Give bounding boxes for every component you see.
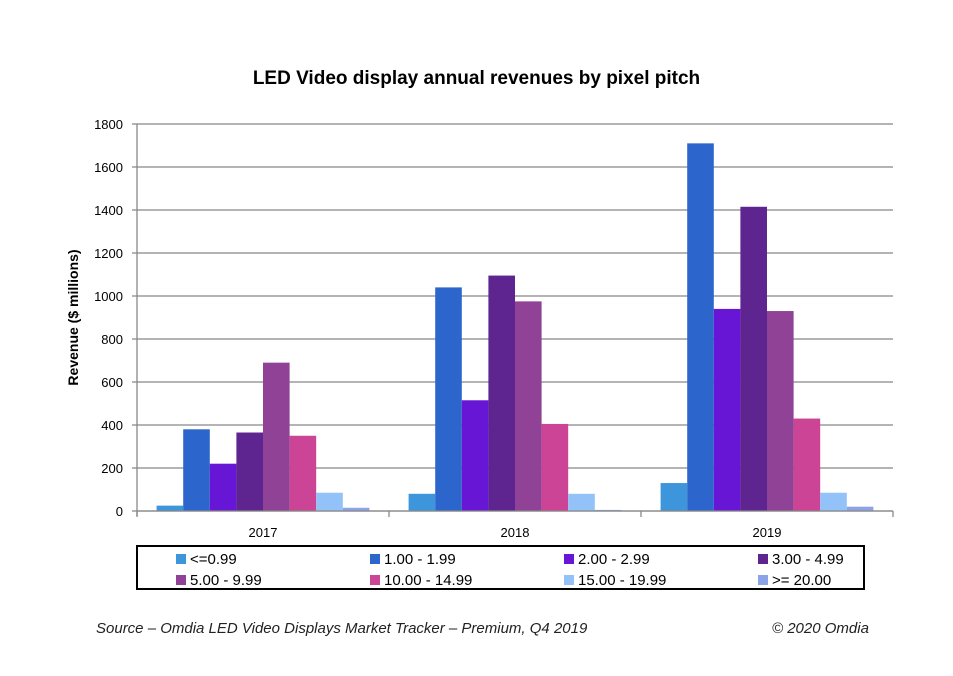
y-tick-label: 0 — [116, 504, 123, 519]
bar-2019-6 — [820, 492, 847, 511]
legend-swatch — [370, 554, 380, 564]
legend-item: 15.00 - 19.99 — [564, 570, 666, 590]
y-tick-label: 600 — [101, 375, 123, 390]
legend-item: 10.00 - 14.99 — [370, 570, 472, 590]
y-tick-label: 1000 — [94, 289, 123, 304]
legend-swatch — [564, 575, 574, 585]
y-tick-label: 1400 — [94, 203, 123, 218]
bar-2017-7 — [342, 507, 370, 511]
legend-swatch — [370, 575, 380, 585]
bar-2018-4 — [515, 301, 542, 511]
y-tick-label: 400 — [101, 418, 123, 433]
bar-2019-7 — [846, 506, 874, 511]
legend-item: >= 20.00 — [758, 570, 831, 590]
bar-chart: 0 200 400 600 800 1000 1200 1400 1600 1800 2017 201… — [65, 117, 894, 540]
y-tick-label: 200 — [101, 461, 123, 476]
bar-2018-2 — [461, 400, 489, 511]
legend-item: 5.00 - 9.99 — [176, 570, 262, 590]
bar-2017-6 — [316, 492, 343, 511]
bar-2019-0 — [660, 483, 688, 511]
bar-2017-5 — [289, 435, 317, 511]
legend-label: 1.00 - 1.99 — [384, 550, 456, 568]
x-tick-label: 2017 — [249, 525, 278, 540]
bar-2019-5 — [793, 418, 821, 511]
x-tick-label: 2018 — [501, 525, 530, 540]
bar-2017-1 — [183, 429, 210, 511]
bar-2018-1 — [435, 287, 462, 511]
bar-2017-3 — [236, 432, 263, 511]
bar-2017-2 — [209, 463, 237, 511]
legend-label: 3.00 - 4.99 — [772, 550, 844, 568]
legend-label: 10.00 - 14.99 — [384, 571, 473, 589]
chart-title: LED Video display annual revenues by pix… — [252, 68, 701, 89]
legend-swatch — [176, 575, 186, 585]
y-tick-label: 1800 — [94, 117, 123, 132]
y-tick-label: 800 — [101, 332, 123, 347]
bar-2017-4 — [263, 362, 290, 511]
bar-2018-5 — [541, 423, 569, 511]
legend-swatch — [758, 575, 768, 585]
legend-label: >= 20.00 — [772, 571, 832, 589]
bar-2018-3 — [488, 275, 515, 511]
legend-swatch — [176, 554, 186, 564]
legend-label: 5.00 - 9.99 — [190, 571, 262, 589]
legend-item: 3.00 - 4.99 — [758, 549, 844, 569]
y-axis-label: Revenue ($ millions) — [65, 249, 81, 385]
bar-2018-6 — [568, 493, 595, 511]
bar-2019-1 — [687, 143, 714, 511]
legend-item: 2.00 - 2.99 — [564, 549, 650, 569]
bar-2019-4 — [767, 311, 794, 511]
legend-swatch — [564, 554, 574, 564]
legend-label: 2.00 - 2.99 — [578, 550, 650, 568]
legend-item: <=0.99 — [176, 549, 237, 569]
x-tick-label: 2019 — [753, 525, 782, 540]
legend-label: <=0.99 — [190, 550, 237, 568]
legend-swatch — [758, 554, 768, 564]
y-tick-label: 1600 — [94, 160, 123, 175]
y-tick-label: 1200 — [94, 246, 123, 261]
bar-2018-0 — [408, 493, 436, 511]
source-note: Source – Omdia LED Video Displays Market… — [96, 620, 588, 637]
legend-item: 1.00 - 1.99 — [370, 549, 456, 569]
legend: <=0.99 1.00 - 1.99 2.00 - 2.99 3.00 - 4.99 5… — [136, 545, 865, 590]
bar-2017-0 — [156, 505, 184, 511]
bar-2019-3 — [740, 206, 767, 511]
copyright: © 2020 Omdia — [772, 620, 869, 637]
bar-2019-2 — [713, 308, 741, 511]
legend-label: 15.00 - 19.99 — [578, 571, 667, 589]
